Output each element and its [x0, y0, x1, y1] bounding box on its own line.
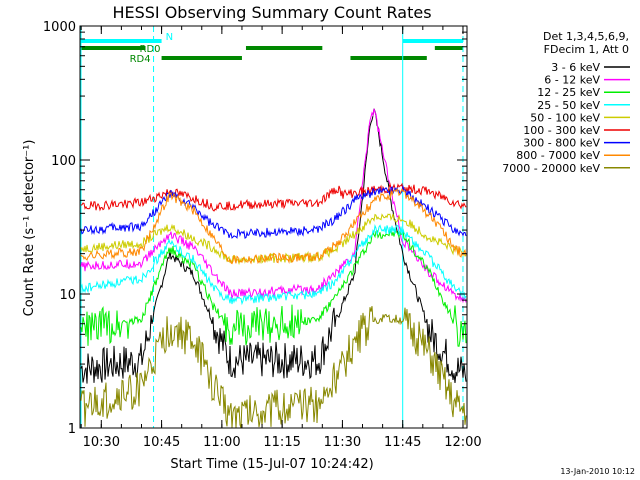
x-tick-label: 10:45 — [143, 435, 180, 450]
y-axis-label: Count Rate (s⁻¹ detector⁻¹) — [22, 140, 37, 317]
series-line — [80, 306, 467, 429]
legend-label: 12 - 25 keV — [537, 86, 600, 99]
x-tick-label: 11:30 — [324, 435, 361, 450]
series-line — [80, 182, 467, 212]
legend-label: 50 - 100 keV — [530, 111, 600, 124]
x-tick-label: 11:15 — [263, 435, 300, 450]
series-line — [80, 213, 467, 266]
x-tick-label: 12:00 — [444, 435, 481, 450]
y-tick-label: 1 — [68, 422, 76, 437]
plot-frame — [79, 25, 468, 429]
series-line — [80, 224, 467, 306]
x-axis: 10:30 10:45 11:00 11:15 11:30 11:45 12:00 — [80, 26, 482, 450]
legend-label: 7000 - 20000 keV — [502, 162, 600, 175]
y-axis: 1 10 100 1000 — [43, 20, 467, 437]
series-line — [80, 108, 467, 384]
x-axis-label: Start Time (15-Jul-07 10:24:42) — [170, 457, 373, 472]
status-bar-label: N — [166, 32, 173, 43]
legend-label: 6 - 12 keV — [544, 74, 600, 87]
x-tick-label: 11:45 — [384, 435, 421, 450]
y-tick-label: 1000 — [43, 20, 76, 35]
legend-header-line-2: FDecim 1, Att 0 — [544, 43, 629, 56]
y-tick-label: 100 — [51, 154, 76, 169]
legend-label: 100 - 300 keV — [523, 124, 600, 137]
legend-header-line-1: Det 1,3,4,5,6,9, — [543, 30, 629, 43]
footer-timestamp: 13-Jan-2010 10:12 — [560, 467, 635, 476]
x-tick-label: 11:00 — [203, 435, 240, 450]
series-line — [80, 184, 467, 239]
chart-title: HESSI Observing Summary Count Rates — [112, 3, 431, 22]
series-line — [80, 188, 467, 265]
legend-label: 3 - 6 keV — [551, 61, 600, 74]
status-bar-label: RD4 — [130, 54, 151, 65]
legend-label: 800 - 7000 keV — [516, 149, 600, 162]
legend-label: 25 - 50 keV — [537, 99, 600, 112]
legend: Det 1,3,4,5,6,9, FDecim 1, Att 0 3 - 6 k… — [502, 30, 630, 175]
y-tick-label: 10 — [59, 288, 76, 303]
series-line — [80, 108, 467, 304]
x-tick-label: 10:30 — [83, 435, 120, 450]
legend-label: 300 - 800 keV — [523, 137, 600, 150]
series-lines — [80, 108, 467, 429]
status-bar-label: RD0 — [140, 44, 161, 55]
